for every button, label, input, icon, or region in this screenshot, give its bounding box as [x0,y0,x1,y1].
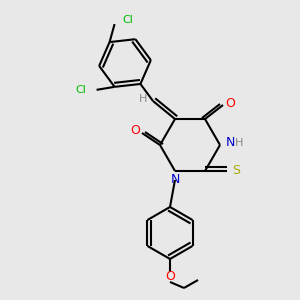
Text: O: O [165,271,175,284]
Text: O: O [225,97,235,110]
Text: O: O [130,124,140,137]
Text: N: N [170,173,180,187]
Text: N: N [225,136,235,149]
Text: Cl: Cl [76,85,87,95]
Text: H: H [235,138,243,148]
Text: H: H [139,94,147,104]
Text: Cl: Cl [123,15,134,25]
Text: S: S [232,164,240,178]
